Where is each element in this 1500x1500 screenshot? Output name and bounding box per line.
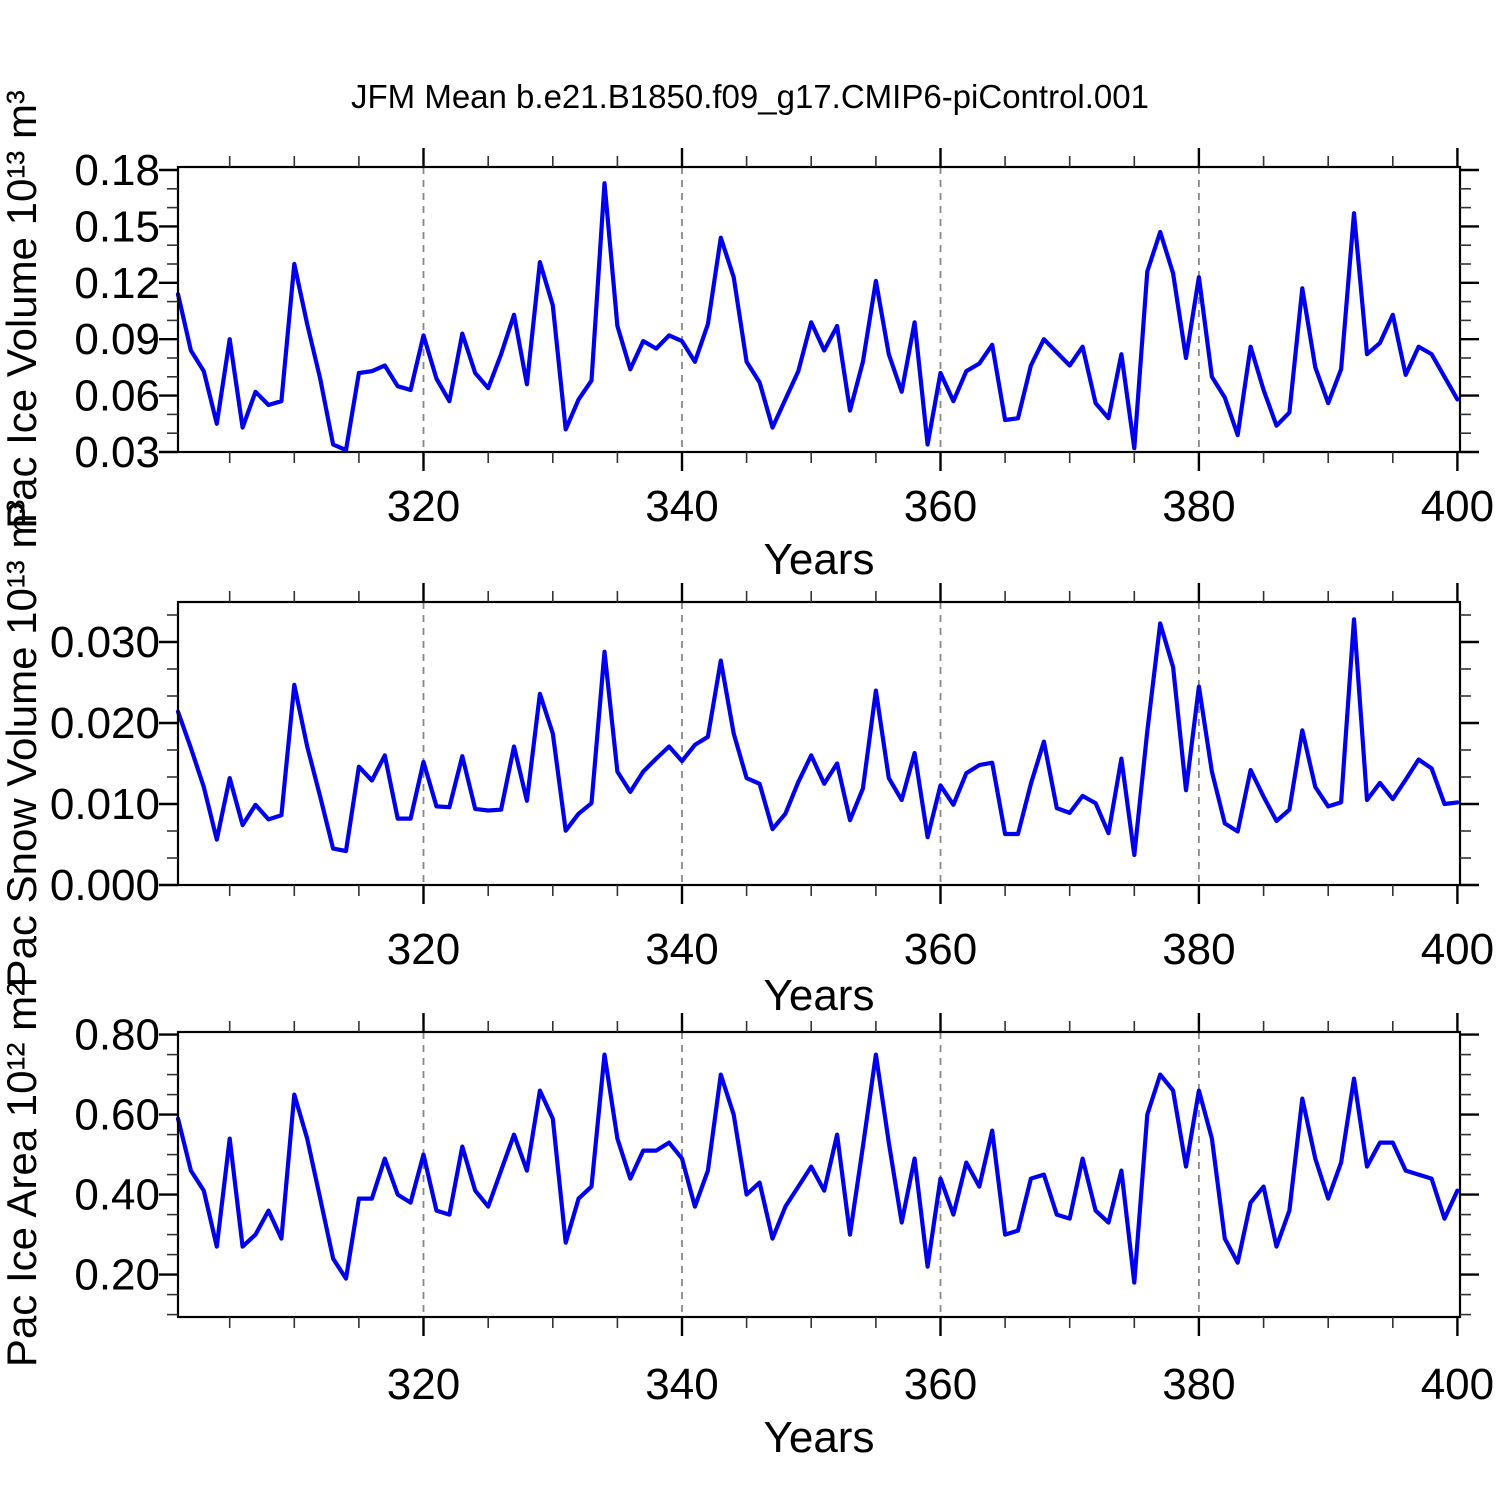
y-axis-title: Pac Snow Volume 10¹³ m³ xyxy=(0,500,45,988)
x-axis-title: Years xyxy=(764,971,875,1020)
data-line-pac-ice-area xyxy=(175,1052,1460,1285)
x-tick-label: 340 xyxy=(645,482,718,531)
y-tick-label: 0.40 xyxy=(74,1171,160,1220)
panel-pac-ice-area: 320 340 360 380 400 0.20 0.40 0.60 0.80 Years Pac … xyxy=(0,982,1494,1462)
x-tick-label: 360 xyxy=(904,482,977,531)
x-tick-label: 360 xyxy=(904,925,977,974)
y-tick-label: 0.15 xyxy=(74,202,160,251)
panel-pac-snow-volume: 320 340 360 380 400 0.000 0.010 0.020 0.030 Years… xyxy=(0,500,1494,1020)
y-tick-label: 0.80 xyxy=(74,1011,160,1060)
y-tick-label: 0.12 xyxy=(74,259,160,308)
y-tick-label: 0.000 xyxy=(50,861,160,910)
plot-box xyxy=(176,600,1462,887)
y-tick-label: 0.010 xyxy=(50,780,160,829)
y-tick-label: 0.09 xyxy=(74,315,160,364)
y-tick-label: 0.18 xyxy=(74,146,160,195)
x-tick-label: 340 xyxy=(645,1360,718,1409)
panel-pac-ice-volume: 320 340 360 380 400 0.03 0.06 0.09 0.12 0.15 0.18 Y… xyxy=(0,90,1494,584)
x-tick-label: 320 xyxy=(387,482,460,531)
y-tick-label: 0.60 xyxy=(74,1091,160,1140)
x-axis-title: Years xyxy=(764,1413,875,1462)
y-tick-label: 0.020 xyxy=(50,699,160,748)
y-axis-title: Pac Ice Volume 10¹³ m³ xyxy=(0,90,45,529)
x-tick-label: 340 xyxy=(645,925,718,974)
x-tick-label: 380 xyxy=(1162,925,1235,974)
y-tick-label: 0.20 xyxy=(74,1251,160,1300)
data-line-pac-snow-volume xyxy=(175,617,1460,858)
x-tick-label: 320 xyxy=(387,1360,460,1409)
figure-title: JFM Mean b.e21.B1850.f09_g17.CMIP6-piCon… xyxy=(351,78,1149,115)
x-tick-label: 400 xyxy=(1421,925,1494,974)
x-tick-label: 320 xyxy=(387,925,460,974)
x-tick-label: 380 xyxy=(1162,1360,1235,1409)
y-tick-label: 0.030 xyxy=(50,618,160,667)
plot-box xyxy=(176,1030,1462,1319)
y-tick-label: 0.06 xyxy=(74,372,160,421)
y-axis-title: Pac Ice Area 10¹² m² xyxy=(0,982,45,1367)
x-tick-label: 400 xyxy=(1421,1360,1494,1409)
x-tick-label: 400 xyxy=(1421,482,1494,531)
x-axis-title: Years xyxy=(764,535,875,584)
data-line-pac-ice-volume xyxy=(175,181,1460,453)
plot-box xyxy=(176,165,1462,454)
x-tick-label: 380 xyxy=(1162,482,1235,531)
x-tick-label: 360 xyxy=(904,1360,977,1409)
y-tick-label: 0.03 xyxy=(74,428,160,477)
